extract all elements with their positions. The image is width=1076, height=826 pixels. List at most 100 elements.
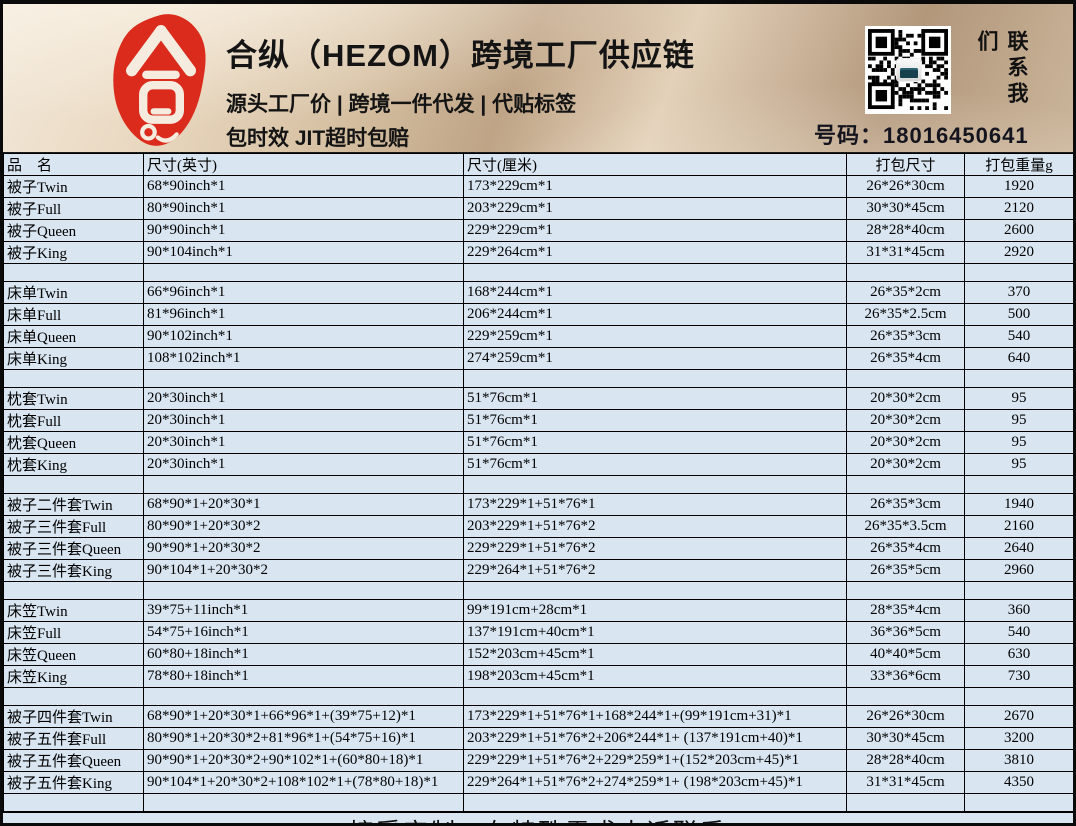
separator-row [3, 581, 1073, 600]
table-cell: 床笠King [3, 665, 144, 688]
table-cell: 床单Queen [3, 325, 144, 348]
column-header: 尺寸(厘米) [463, 153, 847, 176]
table-cell: 229*264cm*1 [463, 241, 847, 264]
table-cell: 20*30*2cm [846, 409, 965, 432]
table-cell: 20*30inch*1 [143, 431, 464, 454]
column-header: 打包尺寸 [846, 153, 965, 176]
table-cell: 31*31*45cm [846, 241, 965, 264]
empty-cell [463, 369, 847, 388]
table-cell: 51*76cm*1 [463, 453, 847, 476]
table-cell: 90*90inch*1 [143, 219, 464, 242]
table-cell: 2960 [964, 559, 1073, 582]
empty-cell [964, 581, 1073, 600]
table-cell: 203*229*1+51*76*2 [463, 515, 847, 538]
table-cell: 730 [964, 665, 1073, 688]
table-cell: 80*90*1+20*30*2+81*96*1+(54*75+16)*1 [143, 727, 464, 750]
table-cell: 51*76cm*1 [463, 431, 847, 454]
table-cell: 被子三件套King [3, 559, 144, 582]
empty-cell [463, 475, 847, 494]
table-row: 被子二件套Twin 68*90*1+20*30*1 173*229*1+51*76*… [3, 493, 1073, 516]
table-cell: 68*90*1+20*30*1+66*96*1+(39*75+12)*1 [143, 705, 464, 728]
table-row: 被子Queen 90*90inch*1 229*229cm*1 28*28*40cm 2… [3, 219, 1073, 242]
empty-cell [143, 475, 464, 494]
empty-cell [3, 793, 144, 812]
empty-cell [143, 263, 464, 282]
table-cell: 229*229*1+51*76*2 [463, 537, 847, 560]
empty-cell [463, 687, 847, 706]
table-cell: 95 [964, 387, 1073, 410]
table-cell: 203*229cm*1 [463, 197, 847, 220]
table-cell: 68*90*1+20*30*1 [143, 493, 464, 516]
table-cell: 26*35*4cm [846, 537, 965, 560]
table-cell: 20*30*2cm [846, 387, 965, 410]
table-cell: 26*35*4cm [846, 347, 965, 370]
table-row: 被子五件套Queen 90*90*1+20*30*2+90*102*1+(60*8… [3, 749, 1073, 772]
table-cell: 500 [964, 303, 1073, 326]
empty-cell [964, 687, 1073, 706]
table-cell: 80*90inch*1 [143, 197, 464, 220]
table-cell: 26*35*2cm [846, 281, 965, 304]
tagline-line2: 包时效 JIT超时包赔 [226, 127, 410, 150]
table-cell: 被子Queen [3, 219, 144, 242]
table-cell: 95 [964, 453, 1073, 476]
empty-cell [846, 581, 965, 600]
table-row: 床单King 108*102inch*1 274*259cm*1 26*35*4cm 6… [3, 347, 1073, 370]
table-cell: 28*28*40cm [846, 749, 965, 772]
table-cell: 床笠Twin [3, 599, 144, 622]
table-cell: 39*75+11inch*1 [143, 599, 464, 622]
table-row: 被子Full 80*90inch*1 203*229cm*1 30*30*45cm 21… [3, 197, 1073, 220]
empty-cell [964, 263, 1073, 282]
table-cell: 被子三件套Queen [3, 537, 144, 560]
separator-row [3, 263, 1073, 282]
table-cell: 33*36*6cm [846, 665, 965, 688]
table-row: 被子King 90*104inch*1 229*264cm*1 31*31*45cm 2… [3, 241, 1073, 264]
table-cell: 3810 [964, 749, 1073, 772]
table-cell: 229*264*1+51*76*2+274*259*1+ (198*203cm+… [463, 771, 847, 794]
table-row: 被子五件套King 90*104*1+20*30*2+108*102*1+(78*… [3, 771, 1073, 794]
table-cell: 540 [964, 325, 1073, 348]
table-cell: 640 [964, 347, 1073, 370]
table-cell: 被子四件套Twin [3, 705, 144, 728]
table-row: 床笠King 78*80+18inch*1 198*203cm+45cm*1 33*3… [3, 665, 1073, 688]
table-cell: 28*35*4cm [846, 599, 965, 622]
table-cell: 90*90*1+20*30*2+90*102*1+(60*80+18)*1 [143, 749, 464, 772]
table-cell: 99*191cm+28cm*1 [463, 599, 847, 622]
table-cell: 274*259cm*1 [463, 347, 847, 370]
company-seal-logo [113, 14, 206, 146]
qr-center-badge [897, 59, 921, 81]
table-cell: 20*30inch*1 [143, 453, 464, 476]
footer-note: 接受定制，有特殊需求电话联系 [3, 812, 1073, 823]
empty-cell [143, 687, 464, 706]
table-cell: 床笠Full [3, 621, 144, 644]
column-header: 尺寸(英寸) [143, 153, 464, 176]
table-cell: 26*35*3cm [846, 325, 965, 348]
table-cell: 床单Full [3, 303, 144, 326]
table-cell: 90*104*1+20*30*2+108*102*1+(78*80+18)*1 [143, 771, 464, 794]
column-header: 品 名 [3, 153, 144, 176]
table-cell: 26*35*5cm [846, 559, 965, 582]
table-cell: 被子五件套Queen [3, 749, 144, 772]
table-header-row: 品 名尺寸(英寸) 尺寸(厘米) 打包尺寸 打包重量g [3, 153, 1073, 176]
empty-cell [964, 793, 1073, 812]
empty-cell [964, 475, 1073, 494]
table-cell: 30*30*45cm [846, 197, 965, 220]
empty-cell [3, 369, 144, 388]
table-cell: 108*102inch*1 [143, 347, 464, 370]
wechat-qr-code [865, 26, 951, 114]
column-header: 打包重量g [964, 153, 1073, 176]
table-cell: 630 [964, 643, 1073, 666]
table-cell: 枕套King [3, 453, 144, 476]
header-banner: 合纵（HEZOM）跨境工厂供应链 源头工厂价 | 跨境一件代发 | 代贴标签 包… [3, 4, 1073, 153]
table-cell: 2600 [964, 219, 1073, 242]
empty-cell [143, 793, 464, 812]
table-cell: 枕套Queen [3, 431, 144, 454]
table-row: 被子三件套Queen 90*90*1+20*30*2 229*229*1+51*76… [3, 537, 1073, 560]
table-row: 床笠Full 54*75+16inch*1 137*191cm+40cm*1 36*3… [3, 621, 1073, 644]
empty-cell [846, 687, 965, 706]
table-cell: 173*229*1+51*76*1+168*244*1+(99*191cm+31… [463, 705, 847, 728]
table-cell: 20*30inch*1 [143, 387, 464, 410]
empty-cell [463, 581, 847, 600]
table-cell: 2670 [964, 705, 1073, 728]
separator-row [3, 475, 1073, 494]
empty-cell [3, 687, 144, 706]
